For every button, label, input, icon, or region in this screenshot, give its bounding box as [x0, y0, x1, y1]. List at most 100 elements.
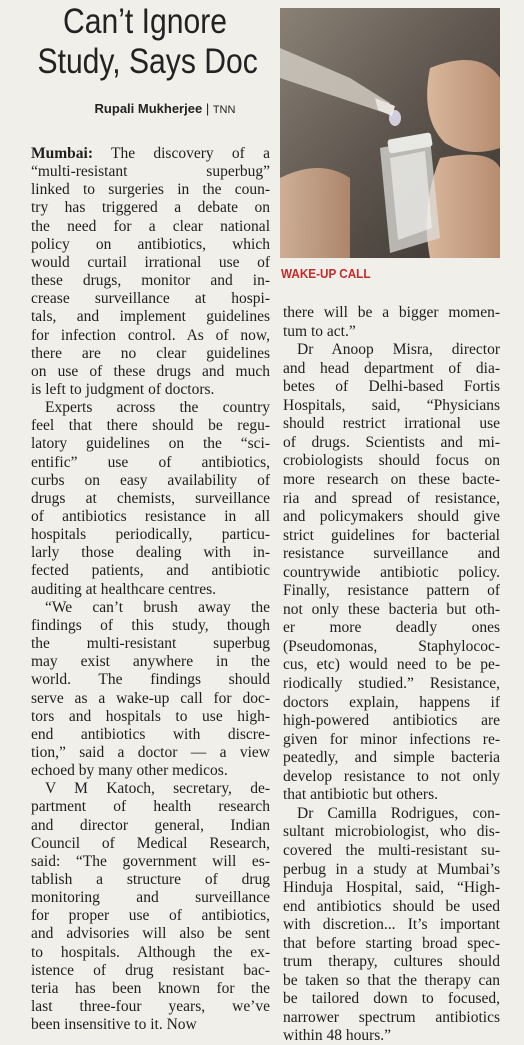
- text-line: (Pseudomonas, Staphylococ-: [283, 637, 500, 655]
- byline-author: Rupali Mukherjee: [94, 101, 203, 116]
- text-line: end antibiotics should be used: [283, 897, 500, 915]
- text-line: not only these bacteria but oth-: [283, 600, 500, 618]
- text-line: monitoring and surveillance: [31, 889, 270, 907]
- text-line: end antibiotics with discre-: [31, 725, 270, 743]
- text-line: betes of Delhi-based Fortis: [283, 378, 500, 396]
- text-line: last three-four years, we’ve: [31, 998, 270, 1016]
- text-line: V M Katoch, secretary, de-: [45, 780, 270, 798]
- text-line: auditing at healthcare centres.: [31, 580, 217, 598]
- text-line: Hospitals, said, “Physicians: [283, 396, 500, 414]
- text-line: to hospitals. Although the ex-: [31, 943, 270, 961]
- text-line: been insensitive to it. Now: [31, 1016, 197, 1034]
- text-line: larly those dealing with in-: [31, 544, 270, 562]
- text-line: would curtail irrational use of: [31, 253, 270, 271]
- text-line: Mumbai: The discovery of a: [31, 145, 270, 163]
- text-line: given for minor infections re-: [283, 730, 500, 748]
- text-line: for proper use of antibiotics,: [31, 907, 270, 925]
- text-line: high-powered antibiotics are: [283, 712, 500, 730]
- text-line: curbs on easy availability of: [31, 471, 270, 489]
- text-line: covered the multi-resistant su-: [283, 841, 500, 859]
- text-line: linked to surgeries in the coun-: [31, 181, 270, 199]
- text-line: that antibiotic but others.: [283, 786, 438, 804]
- text-line: on use of these drugs and much: [31, 362, 270, 380]
- text-line: tion,” said a doctor — a view: [31, 743, 270, 761]
- text-line: more research on these bacte-: [283, 470, 500, 488]
- text-line: perbug in a study at Mumbai’s: [283, 860, 500, 878]
- text-line: Experts across the country: [45, 399, 270, 417]
- text-line: tablish a structure of drug: [31, 871, 270, 888]
- text-line: Dr Anoop Misra, director: [297, 341, 500, 359]
- text-line: and policymakers should give: [283, 508, 500, 526]
- text-line: there will be a bigger momen-: [283, 304, 500, 321]
- text-line: “multi-resistant superbug”: [31, 163, 270, 181]
- text-line: be taken so that the therapy can: [283, 971, 500, 989]
- text-line: develop resistance to not only: [283, 767, 500, 785]
- text-line: there are no clear guidelines: [31, 344, 270, 362]
- text-line: “We can’t brush away the: [45, 598, 270, 616]
- text-line: for infection control. As of now,: [31, 326, 270, 344]
- text-line: should restrict irrational use: [283, 415, 500, 433]
- text-line: drugs at chemists, surveillance: [31, 489, 270, 507]
- byline-agency: TNN: [212, 104, 236, 116]
- dateline: Mumbai:: [31, 145, 93, 162]
- text-line: Hinduja Hospital, said, “High-: [283, 879, 500, 897]
- headline: Can’t Ignore Study, Says Doc: [20, 2, 270, 82]
- text-line: cus, etc) would need to be pe-: [283, 656, 500, 674]
- text-line: of drugs. Scientists and mi-: [283, 433, 500, 451]
- text-line: ria and spread of resistance,: [283, 489, 500, 507]
- text-line: doctors explain, happens if: [283, 693, 500, 711]
- text-line: echoed by many other medicos.: [31, 762, 228, 780]
- text-line: countrywide antibiotic policy.: [283, 563, 500, 581]
- text-line: be tailored down to focused,: [283, 990, 500, 1008]
- text-line: and advisories will also be sent: [31, 925, 270, 943]
- text-line: tors and hospitals to use high-: [31, 707, 270, 725]
- text-line: hospitals periodically, particu-: [31, 526, 270, 544]
- text-line: the need for a clear national: [31, 217, 270, 235]
- text-line: and director general, Indian: [31, 816, 270, 834]
- text-line: policy on antibiotics, which: [31, 235, 270, 253]
- text-line: these drugs, monitor and in-: [31, 272, 270, 290]
- text-line: serve as a wake-up call for doc-: [31, 689, 270, 707]
- text-line: sultant microbiologist, who dis-: [283, 823, 500, 841]
- text-line: may exist anywhere in the: [31, 653, 270, 671]
- text-line: the multi-resistant superbug: [31, 635, 270, 653]
- text-line: said: “The government will es-: [31, 852, 270, 870]
- text-line: that before starting broad spec-: [283, 934, 500, 952]
- text-line: trum therapy, cultures should: [283, 953, 500, 971]
- headline-line: Study, Says Doc: [37, 42, 258, 81]
- text-line: er more deadly ones: [283, 619, 500, 637]
- text-line: narrower spectrum antibiotics: [283, 1008, 500, 1026]
- text-line: tum to act.”: [283, 322, 356, 340]
- text-line: of antibiotics resistance in all: [31, 508, 270, 525]
- text-line: riodically studied.” Resistance,: [283, 675, 500, 692]
- text-line: with discretion... It’s important: [283, 916, 500, 934]
- text-line: strict guidelines for bacterial: [283, 526, 500, 544]
- text-line: is left to judgment of doctors.: [31, 380, 215, 398]
- text-line: istence of drug resistant bac-: [31, 961, 270, 979]
- text-line: tals, and implement guidelines: [31, 308, 270, 326]
- photo: [280, 8, 500, 258]
- text-line: findings of this study, though: [31, 616, 270, 634]
- byline: Rupali Mukherjee | TNN: [60, 101, 270, 116]
- text-line: crobiologists should focus on: [283, 452, 500, 470]
- text-line: Finally, resistance pattern of: [283, 582, 500, 600]
- text-line: world. The findings should: [31, 671, 270, 689]
- text: The discovery of a: [111, 145, 270, 162]
- text-line: peatedly, and simple bacteria: [283, 749, 500, 767]
- text-line: feel that there should be regu-: [31, 417, 270, 435]
- text-line: try has triggered a debate on: [31, 199, 270, 217]
- byline-separator: |: [205, 101, 210, 116]
- text-line: fected patients, and antibiotic: [31, 562, 270, 580]
- text-line: Dr Camilla Rodrigues, con-: [297, 804, 500, 822]
- text-line: teria has been known for the: [31, 979, 270, 997]
- text-line: and head department of dia-: [283, 359, 500, 377]
- text-line: Council of Medical Research,: [31, 834, 270, 852]
- photo-caption: WAKE-UP CALL: [281, 266, 371, 281]
- text-line: resistance surveillance and: [283, 545, 500, 563]
- text-line: within 48 hours.”: [283, 1027, 392, 1045]
- headline-line: Can’t Ignore: [63, 2, 227, 41]
- text-line: latory guidelines on the “sci-: [31, 435, 270, 453]
- text-line: entific” use of antibiotics,: [31, 453, 270, 471]
- text-line: crease surveillance at hospi-: [31, 290, 270, 308]
